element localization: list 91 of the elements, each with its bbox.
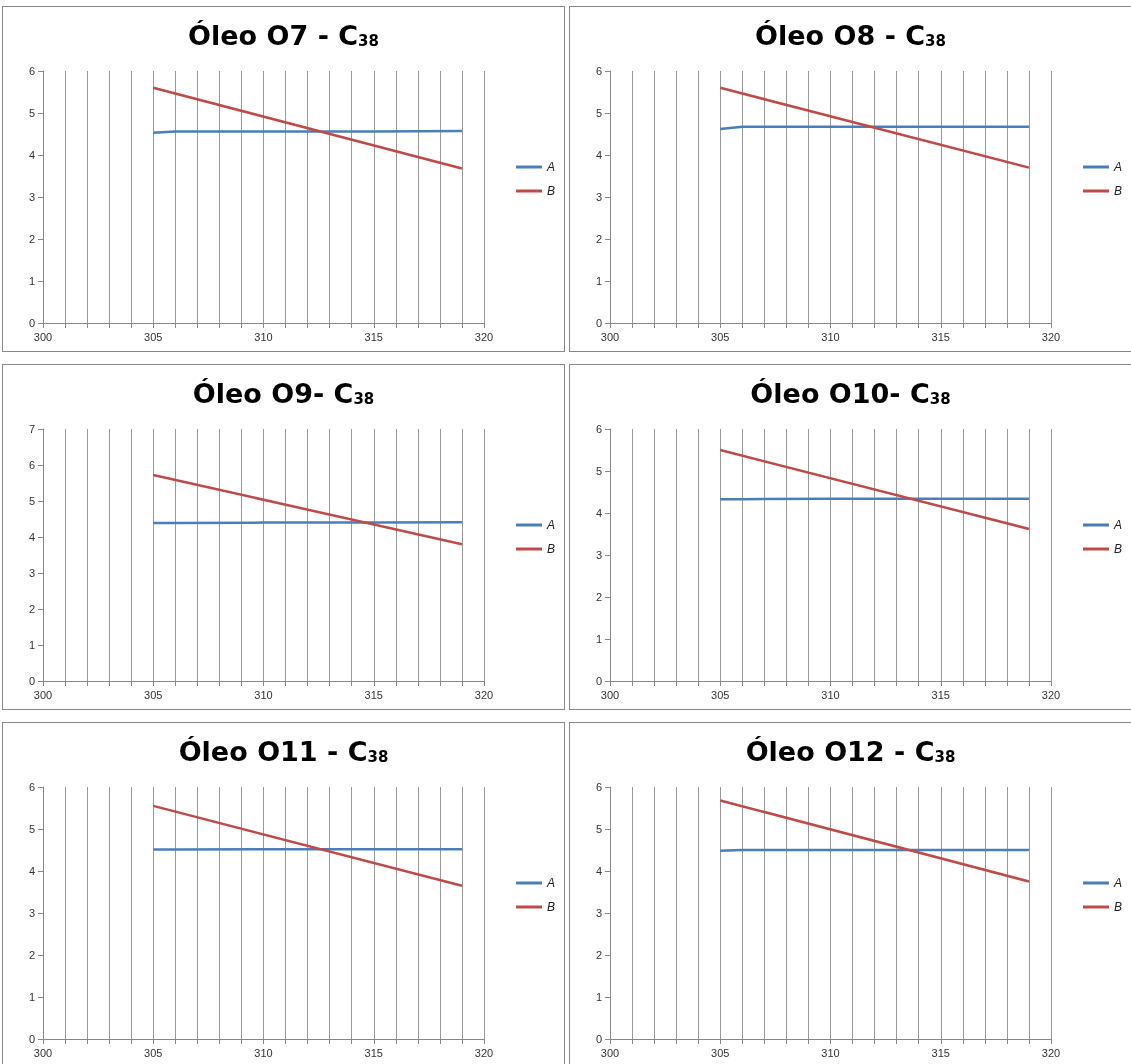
x-tick-label: 315: [364, 330, 383, 343]
y-tick-label: 2: [595, 233, 602, 245]
y-tick-label: 1: [28, 275, 35, 287]
legend-label: B: [1114, 900, 1123, 914]
y-tick-label: 5: [595, 465, 602, 477]
x-tick-label: 315: [364, 688, 383, 701]
legend-label: B: [547, 542, 556, 556]
x-tick-label: 305: [711, 688, 730, 701]
x-tick-label: 320: [474, 330, 494, 343]
x-tick-label: 310: [821, 1046, 840, 1059]
y-tick-label: 1: [595, 275, 602, 287]
y-tick-label: 3: [595, 549, 602, 561]
y-tick-label: 7: [28, 423, 35, 435]
y-tick-label: 4: [28, 865, 35, 877]
x-tick-label: 305: [144, 330, 163, 343]
chart-title: Óleo O10- C38: [750, 378, 951, 409]
chart-title: Óleo O8 - C38: [755, 20, 946, 51]
x-tick-label: 300: [33, 1046, 53, 1059]
y-tick-label: 5: [28, 495, 35, 507]
y-tick-label: 0: [595, 1033, 602, 1045]
y-tick-label: 5: [595, 107, 602, 119]
legend-label: A: [546, 160, 556, 174]
y-tick-label: 5: [28, 107, 35, 119]
legend-label: B: [1114, 542, 1123, 556]
y-tick-label: 1: [28, 639, 35, 651]
x-tick-label: 305: [711, 330, 730, 343]
x-tick-label: 305: [711, 1046, 730, 1059]
y-tick-label: 6: [595, 781, 602, 793]
x-tick-label: 305: [144, 1046, 163, 1059]
y-tick-label: 4: [595, 507, 602, 519]
x-tick-label: 300: [33, 688, 53, 701]
y-tick-label: 3: [28, 191, 35, 203]
legend-label: A: [1113, 160, 1123, 174]
x-tick-label: 320: [1041, 688, 1061, 701]
y-tick-label: 2: [28, 949, 35, 961]
chart-title: Óleo O9- C38: [192, 378, 375, 409]
y-tick-label: 2: [28, 603, 35, 615]
x-tick-label: 300: [600, 1046, 620, 1059]
y-tick-label: 0: [28, 1033, 35, 1045]
x-tick-label: 310: [821, 688, 840, 701]
legend-label: A: [546, 518, 556, 532]
x-tick-label: 315: [364, 1046, 383, 1059]
y-tick-label: 4: [595, 149, 602, 161]
y-tick-label: 2: [28, 233, 35, 245]
y-tick-label: 0: [28, 317, 35, 329]
y-tick-label: 6: [595, 65, 602, 77]
chart-title: Óleo O11 - C38: [178, 736, 389, 767]
x-tick-label: 310: [254, 688, 273, 701]
y-tick-label: 5: [28, 823, 35, 835]
y-tick-label: 6: [28, 781, 35, 793]
x-tick-label: 320: [1041, 330, 1061, 343]
y-tick-label: 3: [595, 191, 602, 203]
x-tick-label: 310: [821, 330, 840, 343]
y-tick-label: 4: [28, 531, 35, 543]
x-tick-label: 300: [600, 330, 620, 343]
y-tick-label: 6: [28, 459, 35, 471]
y-tick-label: 3: [595, 907, 602, 919]
x-tick-label: 315: [931, 688, 950, 701]
x-tick-label: 315: [931, 330, 950, 343]
x-tick-label: 320: [474, 1046, 494, 1059]
y-tick-label: 6: [28, 65, 35, 77]
y-tick-label: 3: [28, 567, 35, 579]
y-tick-label: 2: [595, 591, 602, 603]
chart-title: Óleo O12 - C38: [745, 736, 956, 767]
legend-label: B: [1114, 184, 1123, 198]
x-tick-label: 305: [144, 688, 163, 701]
legend-label: B: [547, 184, 556, 198]
y-tick-label: 1: [595, 991, 602, 1003]
y-tick-label: 3: [28, 907, 35, 919]
y-tick-label: 0: [595, 317, 602, 329]
x-tick-label: 315: [931, 1046, 950, 1059]
x-tick-label: 300: [33, 330, 53, 343]
y-tick-label: 5: [595, 823, 602, 835]
x-tick-label: 310: [254, 1046, 273, 1059]
y-tick-label: 0: [28, 675, 35, 687]
legend-label: A: [1113, 518, 1123, 532]
y-tick-label: 6: [595, 423, 602, 435]
x-tick-label: 300: [600, 688, 620, 701]
y-tick-label: 1: [28, 991, 35, 1003]
x-tick-label: 320: [474, 688, 494, 701]
legend-label: B: [547, 900, 556, 914]
legend-label: A: [546, 876, 556, 890]
x-tick-label: 310: [254, 330, 273, 343]
x-tick-label: 320: [1041, 1046, 1061, 1059]
legend-label: A: [1113, 876, 1123, 890]
y-tick-label: 4: [28, 149, 35, 161]
y-tick-label: 2: [595, 949, 602, 961]
y-tick-label: 0: [595, 675, 602, 687]
y-tick-label: 4: [595, 865, 602, 877]
chart-title: Óleo O7 - C38: [188, 20, 379, 51]
y-tick-label: 1: [595, 633, 602, 645]
